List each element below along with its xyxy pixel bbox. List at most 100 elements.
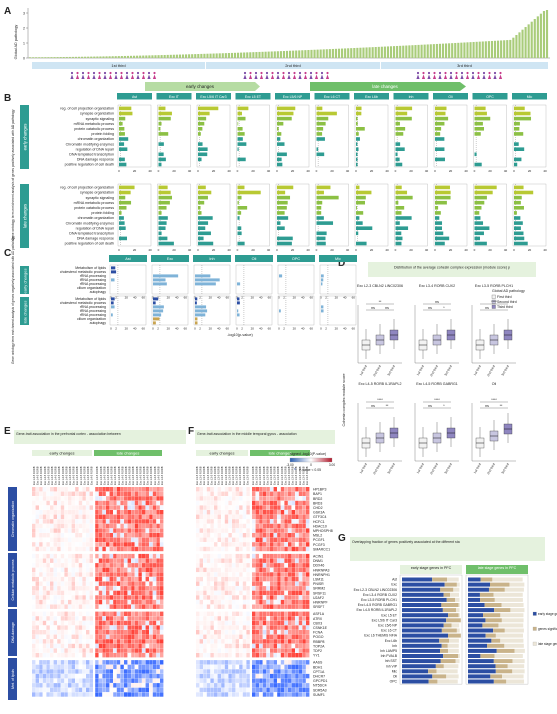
panelE-heatmap-cell [149, 673, 153, 679]
panelE-heatmap-cell [145, 510, 149, 515]
panelF-heatmap-cell [306, 611, 310, 616]
panelF-heatmap-cell [199, 660, 203, 665]
panelA-bar [396, 45, 399, 58]
panelF-heatmap-cell [203, 528, 207, 533]
panelE-heatmap-cell [113, 611, 117, 616]
panelF-heatmap-cell [280, 660, 285, 665]
panelF-heatmap-cell [239, 673, 243, 679]
panelE-heatmap-cell [46, 611, 50, 616]
panelE-heatmap-cell [138, 533, 142, 538]
panelE-heatmap-cell [113, 519, 117, 524]
panelE-heatmap-cell [39, 683, 43, 688]
panelE-heatmap-cell [98, 510, 103, 515]
panelA-bar [197, 54, 200, 58]
panelA-bar [386, 46, 390, 58]
panelF-heatmap-cell [255, 519, 259, 524]
panelF-heatmap-cell [255, 514, 259, 519]
panelE-heatmap-cell [60, 678, 65, 683]
panelF-heatmap-cell [214, 616, 218, 621]
panelE-heatmap-cell [102, 553, 106, 559]
panelF-heatmap-cell [214, 604, 218, 609]
panelE-heatmap-cell [68, 630, 72, 635]
panelF-heatmap-cell [295, 639, 299, 644]
panelC-xtick-label: 0 [278, 296, 280, 300]
panelF-heatmap-cell [291, 639, 295, 644]
panelE-heatmap-cell [60, 487, 65, 492]
panelE-heatmap-cell [124, 599, 128, 605]
person-icon [476, 74, 481, 79]
panelE-heatmap-cell [109, 653, 113, 658]
panelF-heatmap-cell [298, 500, 303, 506]
panelE-heatmap-cell [57, 519, 61, 524]
panelF-heatmap-cell [224, 581, 229, 586]
panelE-heatmap-cell [32, 590, 36, 596]
panelD-legend-swatch [491, 299, 496, 304]
colorbar-tick: -3.00 [286, 463, 293, 467]
panelF-heatmap-cell [199, 599, 203, 605]
panelE-heatmap-cell [60, 683, 65, 688]
panelE-heatmap-cell [131, 500, 135, 506]
panelF-heatmap-cell [221, 620, 225, 626]
panelE-heatmap-cell [78, 505, 83, 510]
panelB-bar [395, 157, 400, 162]
panelE-heatmap-cell [134, 604, 139, 609]
panelF-heatmap-cell [246, 625, 250, 630]
panelB-bar [277, 206, 287, 210]
panelF-heatmap-cell [284, 514, 288, 519]
panelD-sig-label: ns [371, 306, 375, 310]
panelF-column-label: Exc L3-5 RORB [255, 466, 259, 485]
panelC-bar [321, 274, 324, 278]
panelC-xtick-label: 60 [184, 296, 188, 300]
panelF-heatmap-cell [239, 542, 243, 547]
panelF-heatmap-cell [302, 630, 306, 635]
panelE-heatmap-cell [152, 553, 157, 559]
panelE-heatmap-cell [131, 567, 135, 573]
panelD-sig-label: ** [500, 404, 503, 408]
panelC-process-label: cilium organization [77, 317, 106, 321]
panelE-heatmap-cell [131, 546, 135, 552]
panelE-heatmap-cell [127, 625, 131, 630]
panelF-heatmap-cell [252, 669, 256, 674]
panelE-heatmap-cell [89, 664, 93, 670]
panelE-heatmap-cell [57, 558, 61, 563]
panelF-heatmap-cell [277, 528, 281, 533]
panelE-heatmap-cell [138, 648, 142, 653]
panelF-heatmap-cell [232, 590, 236, 596]
panelA-bar [374, 47, 377, 58]
panelE-heatmap-cell [145, 683, 149, 688]
panelF-heatmap-cell [217, 673, 221, 679]
panelE-heatmap-cell [127, 572, 131, 577]
panelE-heatmap-cell [46, 581, 50, 586]
panelA-bar [435, 43, 438, 58]
panelE-heatmap-cell [131, 563, 135, 568]
panelB-process-label: protein folding [91, 211, 114, 215]
panelE-heatmap-cell [109, 586, 113, 591]
panelE-heatmap-cell [68, 673, 72, 679]
panelF-heatmap-cell [270, 678, 274, 683]
panelE-heatmap-cell [127, 669, 131, 674]
panelG-legend-swatch [532, 626, 537, 631]
panelE-heatmap-cell [160, 487, 164, 492]
panelA-bar [114, 56, 117, 58]
panelE-heatmap-cell [134, 553, 139, 559]
panelE-heatmap-cell [75, 625, 79, 630]
panelB-facet [354, 183, 389, 247]
panelF-heatmap-cell [239, 653, 243, 658]
row-group-bg [8, 609, 17, 656]
panelF-heatmap-cell [252, 620, 256, 626]
panelF-heatmap-cell [232, 581, 236, 586]
panelE-heatmap-cell [131, 625, 135, 630]
panelF-heatmap-cell [291, 491, 295, 496]
panelE-heatmap-cell [131, 648, 135, 653]
panelF-heatmap-cell [255, 586, 259, 591]
panelF-heatmap-cell [306, 673, 310, 679]
panelB-process-label: synaptic signaling [86, 117, 114, 121]
panelF-heatmap-cell [295, 595, 299, 600]
panelB-bar [474, 241, 487, 246]
person-icon [249, 71, 252, 75]
panelF-heatmap-cell [196, 604, 200, 609]
panelE-heatmap-cell [75, 639, 79, 644]
panelE-heatmap-cell [152, 523, 157, 529]
panelE-heatmap-cell [106, 660, 110, 665]
panelE-heatmap-cell [160, 653, 164, 658]
